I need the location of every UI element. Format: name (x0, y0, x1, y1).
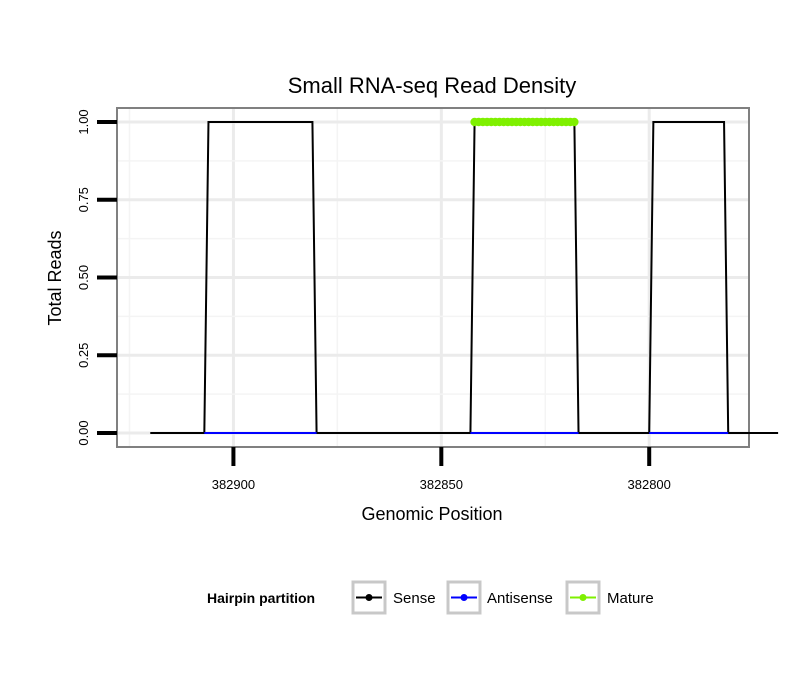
series-mature-point (570, 117, 579, 127)
x-tick-label: 382800 (628, 477, 671, 492)
legend-item-sense: Sense (351, 580, 436, 615)
legend-key-antisense-point (460, 594, 468, 601)
legend-label-antisense: Antisense (487, 590, 553, 607)
y-tick-label: 0.50 (76, 265, 91, 290)
legend-key-mature-point (579, 594, 587, 601)
y-tick-label: 0.00 (76, 420, 91, 445)
y-axis-title: Total Reads (45, 230, 65, 325)
legend-item-antisense: Antisense (446, 580, 553, 615)
y-axis: 0.00 0.25 0.50 0.75 1.00 (76, 109, 117, 446)
legend-label-mature: Mature (607, 590, 654, 607)
legend-key-sense-point (365, 594, 373, 601)
legend-item-mature: Mature (565, 580, 654, 615)
chart-title: Small RNA-seq Read Density (288, 73, 577, 98)
x-tick-label: 382900 (212, 477, 255, 492)
legend: Hairpin partition Sense Antisense Mature (207, 580, 654, 615)
x-axis: 382900 382850 382800 (212, 447, 671, 492)
legend-label-sense: Sense (393, 590, 436, 607)
series-layer (150, 117, 779, 435)
grid-lines (117, 108, 749, 447)
y-tick-label: 0.75 (76, 187, 91, 212)
x-axis-title: Genomic Position (361, 504, 502, 524)
legend-title: Hairpin partition (207, 590, 315, 606)
y-tick-label: 1.00 (76, 109, 91, 134)
y-tick-label: 0.25 (76, 343, 91, 368)
x-tick-label: 382850 (420, 477, 463, 492)
